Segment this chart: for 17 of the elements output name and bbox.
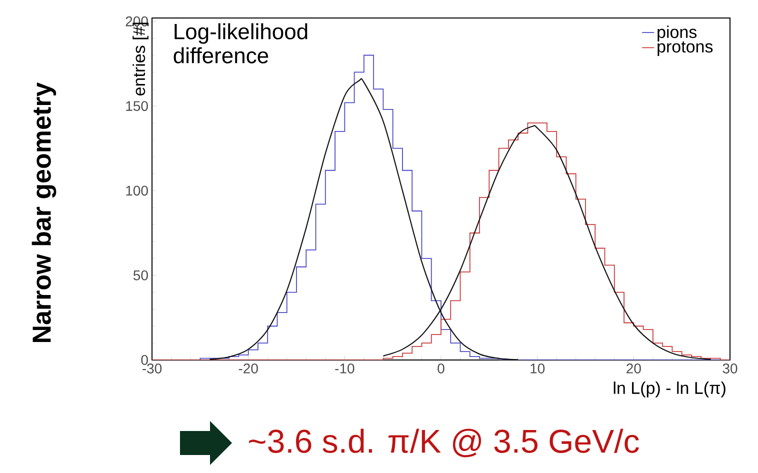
- x-tick-label: -20: [238, 364, 258, 374]
- y-tick-label: 50: [133, 270, 148, 280]
- x-tick-label: 30: [722, 364, 738, 374]
- y-tick-label: 150: [126, 101, 148, 111]
- legend-label: protons: [658, 41, 713, 56]
- x-tick-label: 10: [530, 364, 545, 374]
- y-tick-label: 0: [141, 355, 148, 365]
- text: ~3.6 s.d. π/K @ 3.5 GeV/c: [249, 428, 639, 458]
- legend-label: pions: [658, 26, 697, 42]
- x-tick-label: 0: [438, 364, 444, 374]
- x-tick-label: 20: [626, 364, 641, 374]
- x-axis-title: ln L(p) - ln L(π): [614, 382, 726, 398]
- x-tick-label: -10: [335, 364, 354, 374]
- annotation: Log-likelihood difference: [174, 23, 308, 64]
- y-tick-label: 100: [126, 186, 148, 196]
- text: Narrow bar geometry: [32, 82, 56, 342]
- x-tick-label: -30: [142, 364, 162, 374]
